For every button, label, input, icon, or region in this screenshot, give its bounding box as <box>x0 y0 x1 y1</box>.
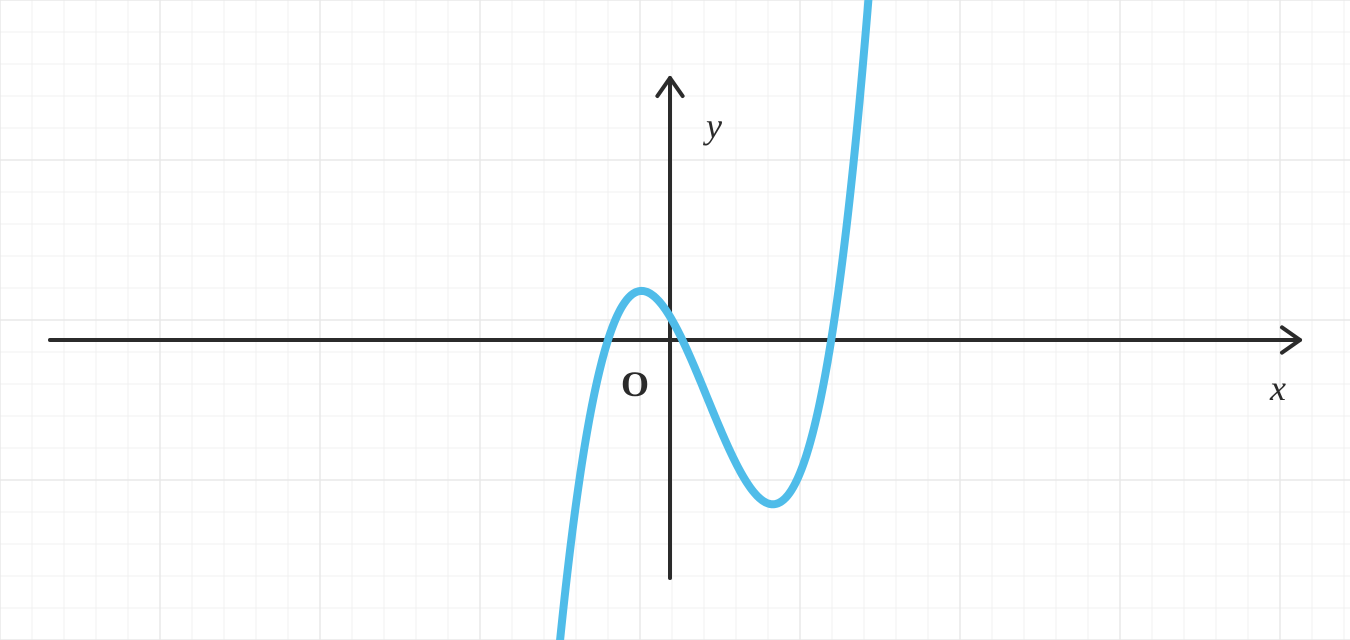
x-axis-label: x <box>1269 368 1286 408</box>
chart-container: x y O <box>0 0 1350 640</box>
y-axis-label: y <box>703 106 722 146</box>
cubic-function-chart: x y O <box>0 0 1350 640</box>
origin-label: O <box>621 364 649 404</box>
